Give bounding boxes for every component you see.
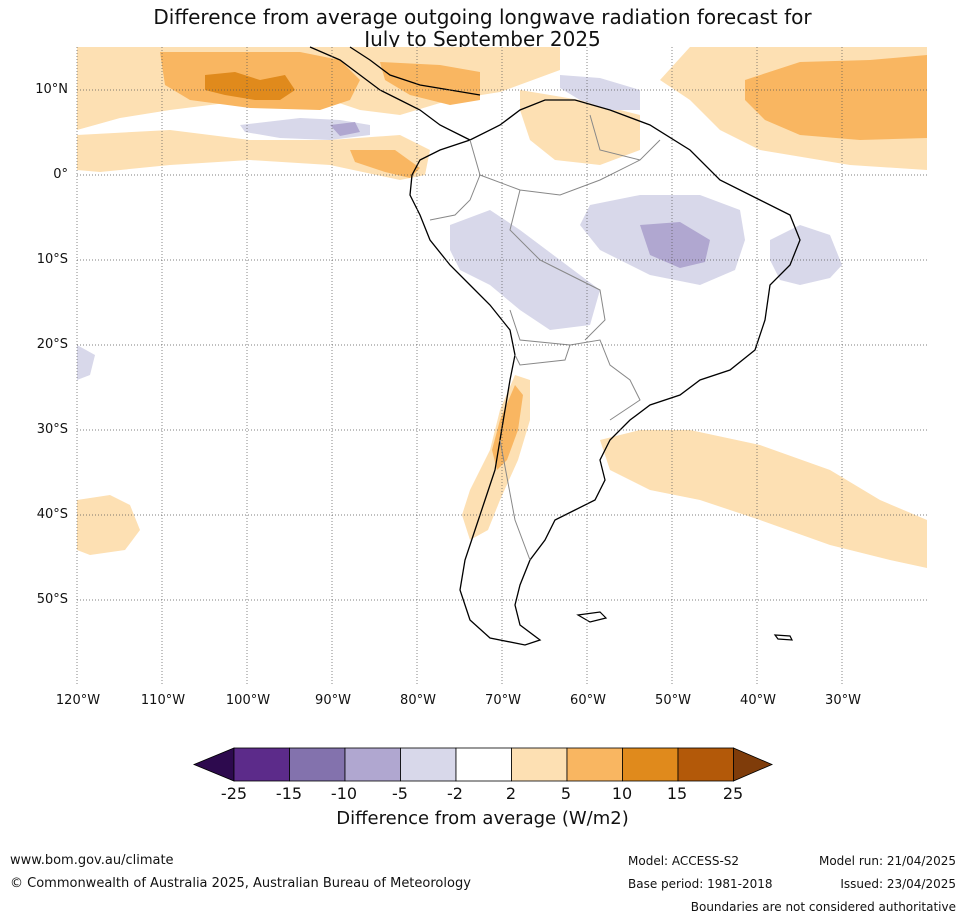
- lon-label-110w: 110°W: [140, 693, 186, 708]
- colorbar-segment: [289, 747, 346, 782]
- graticule: [76, 47, 927, 686]
- footer-model: Model: ACCESS-S2: [628, 854, 740, 868]
- lon-label-120w: 120°W: [55, 693, 101, 708]
- anomaly-region-peru-cool: [450, 210, 600, 330]
- lat-label-10s: 10°S: [36, 252, 68, 267]
- colorbar-segment: [677, 747, 734, 782]
- lon-label-30w: 30°W: [825, 693, 861, 708]
- colorbar-segment: [511, 747, 568, 782]
- lon-label-60w: 60°W: [570, 693, 606, 708]
- cbar-tick-neg10: -10: [330, 784, 358, 803]
- lon-label-100w: 100°W: [225, 693, 271, 708]
- colorbar-segment: [344, 747, 401, 782]
- cbar-tick-25: 25: [722, 784, 744, 803]
- anomaly-region-pacific-cooler: [330, 122, 360, 136]
- footer-model-run: Model run: 21/04/2025: [818, 854, 956, 868]
- colorbar-title: Difference from average (W/m2): [336, 808, 629, 829]
- anomaly-region-pacific-hot: [205, 72, 295, 100]
- lat-label-40s: 40°S: [36, 507, 68, 522]
- map-title-line2: July to September 2025: [364, 27, 601, 51]
- lon-label-50w: 50°W: [655, 693, 691, 708]
- lat-label-0: 0°: [53, 167, 68, 182]
- cbar-tick-neg2: -2: [447, 784, 463, 803]
- footer-issued: Issued: 23/04/2025: [840, 877, 956, 891]
- anomaly-region-pacific-cool: [240, 118, 370, 140]
- colorbar-segment: [622, 747, 679, 782]
- map-title-line1: Difference from average outgoing longwav…: [153, 5, 812, 29]
- anomaly-region-venezuela-cool: [560, 75, 640, 110]
- anomaly-region-northeast-cool: [770, 225, 842, 285]
- lat-label-10n: 10°N: [35, 82, 68, 97]
- country-borders: [429, 114, 661, 561]
- central-america-coastline: [309, 46, 471, 141]
- anomaly-region-atlantic-warm: [745, 55, 927, 140]
- south-georgia-island: [773, 634, 794, 641]
- lon-label-90w: 90°W: [315, 693, 351, 708]
- lat-label-20s: 20°S: [36, 337, 68, 352]
- lon-label-40w: 40°W: [740, 693, 776, 708]
- anomaly-region-caribbean-warm: [380, 62, 480, 105]
- colorbar-arrow-high: [733, 747, 774, 782]
- cbar-tick-10: 10: [611, 784, 633, 803]
- falkland-islands: [576, 611, 608, 623]
- lon-label-70w: 70°W: [485, 693, 521, 708]
- lon-label-80w: 80°W: [400, 693, 436, 708]
- cbar-tick-neg15: -15: [275, 784, 303, 803]
- anomaly-region-amazon-cooler: [640, 222, 710, 268]
- anomaly-region-west-pacific: [77, 495, 140, 555]
- footer-boundaries: Boundaries are not considered authoritat…: [690, 900, 956, 914]
- anomaly-region-eq-pacific: [77, 130, 430, 180]
- colorbar-arrow-low: [192, 747, 235, 782]
- footer-base-period: Base period: 1981-2018: [628, 877, 773, 891]
- footer-url[interactable]: www.bom.gov.au/climate: [10, 853, 174, 868]
- anomaly-fields: [77, 47, 927, 568]
- south-america-coastline: [409, 99, 801, 646]
- colorbar-segment: [400, 747, 457, 782]
- colorbar-segment: [233, 747, 290, 782]
- cbar-tick-neg5: -5: [392, 784, 408, 803]
- anomaly-region-subtropic-cool: [77, 345, 95, 380]
- anomaly-region-galapagos-warm: [350, 150, 420, 178]
- cbar-tick-2: 2: [505, 784, 517, 803]
- colorbar-segment: [566, 747, 623, 782]
- anomaly-region-andes-warm: [492, 385, 523, 470]
- anomaly-region-south-atlantic: [600, 430, 927, 568]
- lat-label-30s: 30°S: [36, 422, 68, 437]
- footer-copyright: © Commonwealth of Australia 2025, Austra…: [10, 876, 471, 891]
- cbar-tick-15: 15: [666, 784, 688, 803]
- cbar-tick-neg25: -25: [220, 784, 248, 803]
- colorbar-segment: [455, 747, 512, 782]
- central-america-coastline-north: [349, 46, 481, 96]
- lat-label-50s: 50°S: [36, 592, 68, 607]
- cbar-tick-5: 5: [560, 784, 572, 803]
